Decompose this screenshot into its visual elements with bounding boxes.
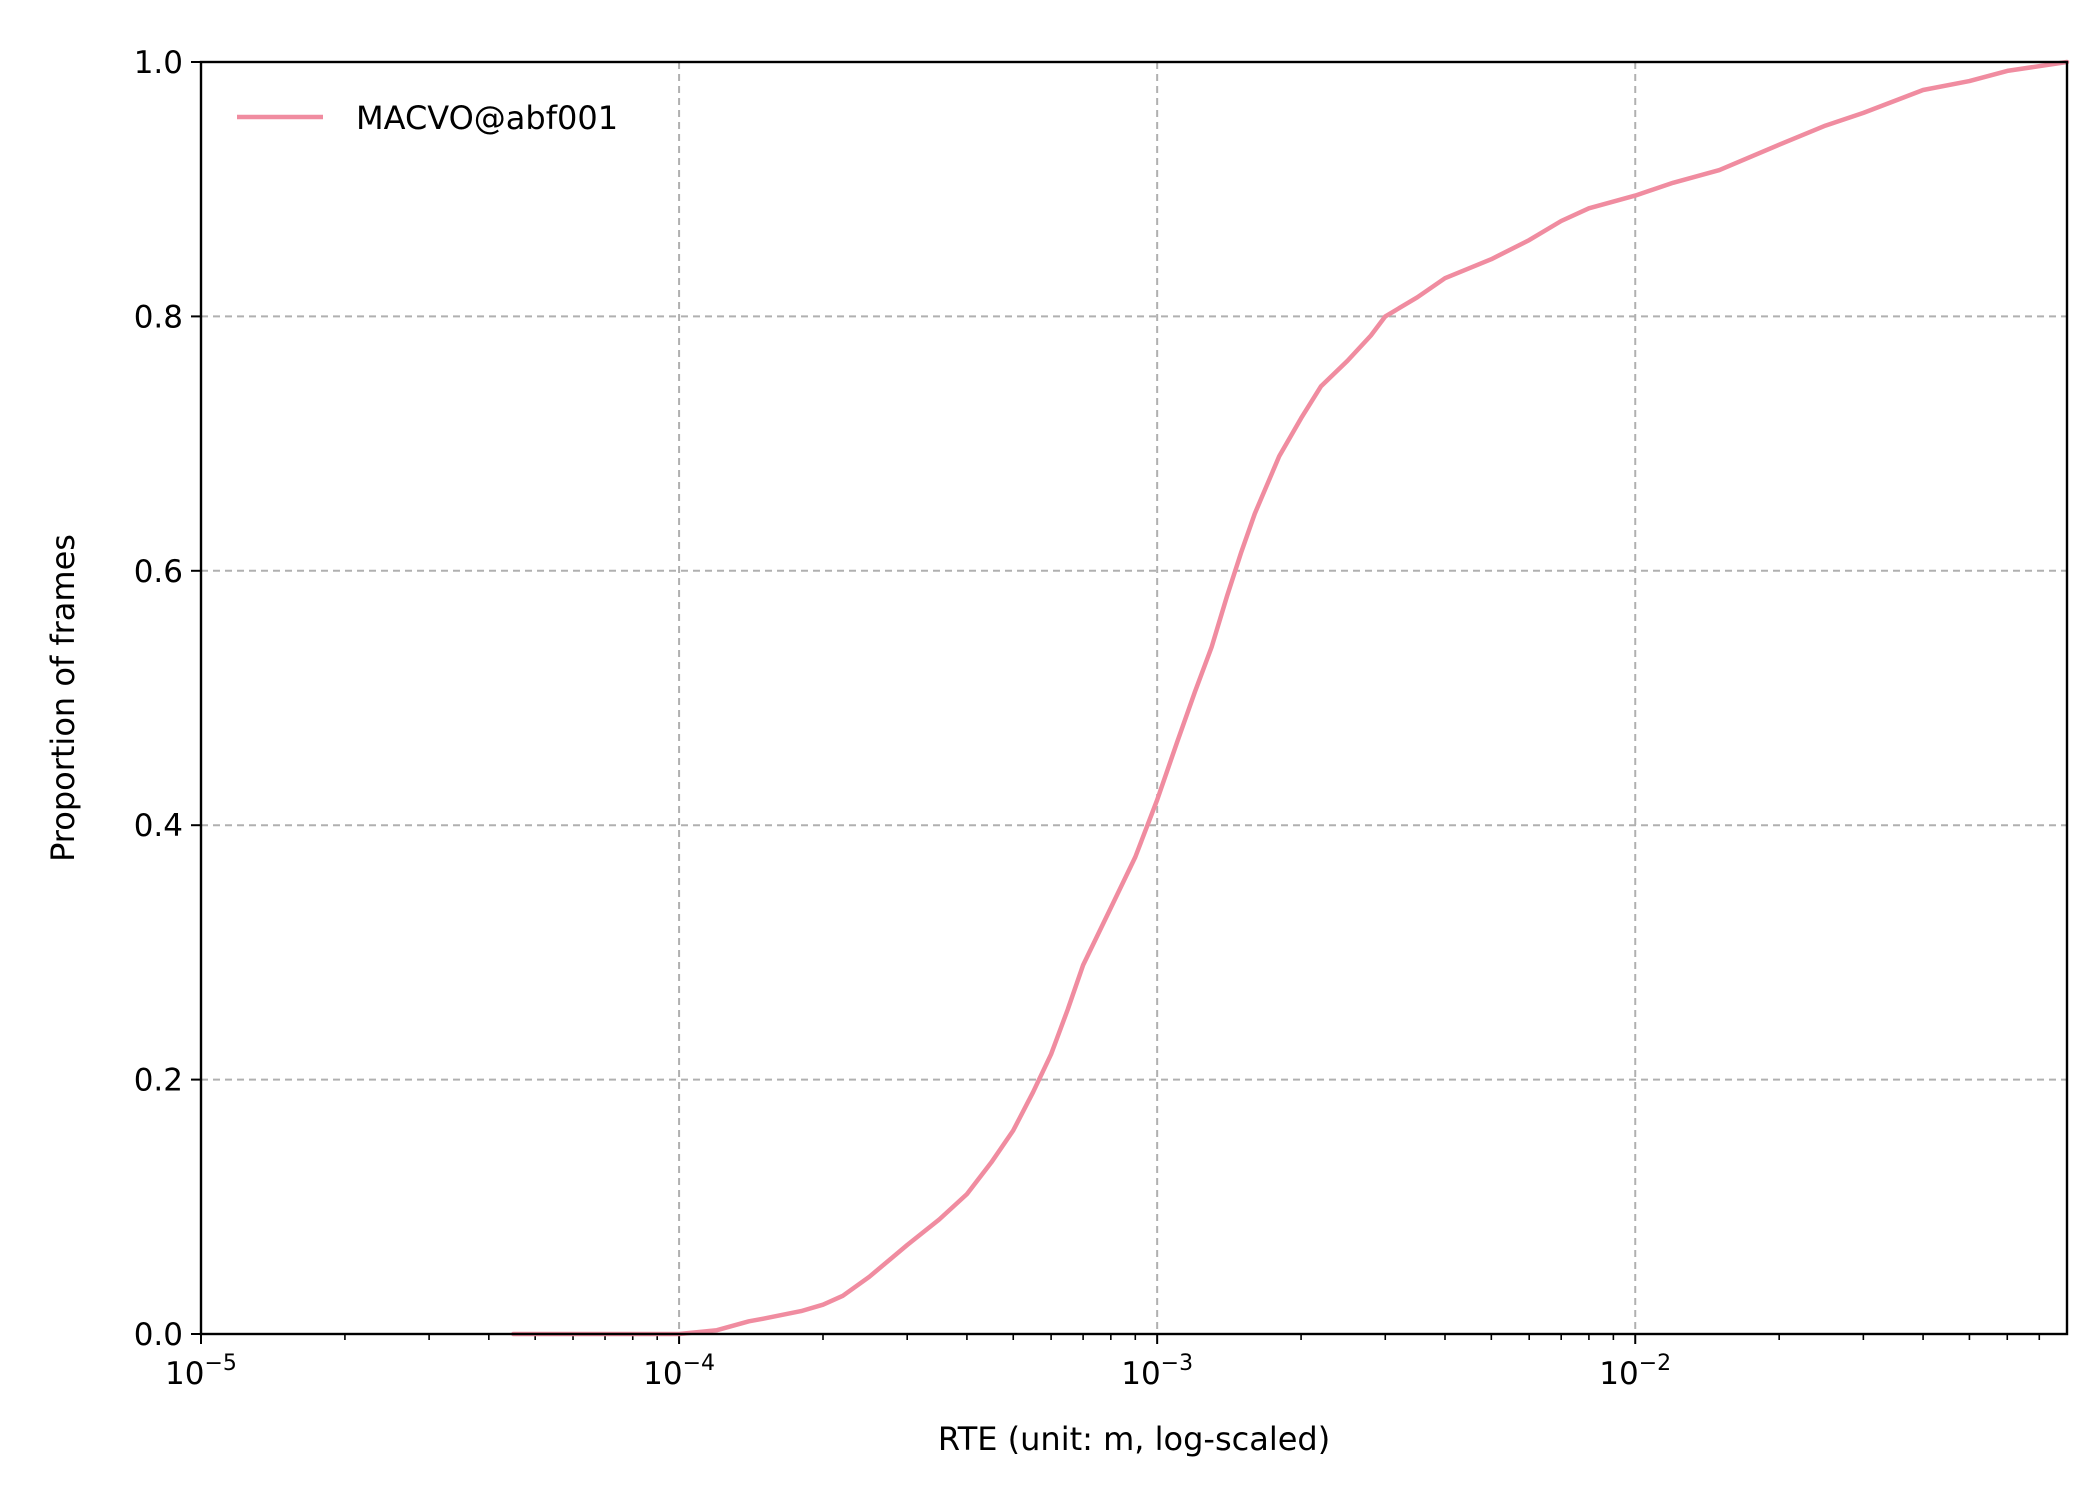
x-axis-label: RTE (unit: m, log-scaled) — [938, 1420, 1330, 1458]
y-tick-label: 0.8 — [134, 299, 183, 335]
y-tick-label: 1.0 — [134, 45, 183, 81]
grid-lines — [201, 62, 2067, 1334]
legend: MACVO@abf001 — [237, 99, 618, 137]
x-tick-label: 10−5 — [165, 1351, 237, 1392]
plot-frame — [199, 60, 2069, 1336]
y-tick-label: 0.6 — [134, 554, 183, 590]
tick-labels: 0.0 0.2 0.4 0.6 0.8 1.0 10−5 10−4 10−3 10−2 — [134, 45, 1672, 1392]
series-line — [511, 59, 2070, 1337]
legend-label: MACVO@abf001 — [356, 99, 618, 137]
x-tick-label: 10−3 — [1121, 1351, 1193, 1392]
y-tick-label: 0.4 — [134, 808, 183, 844]
y-tick-label: 0.0 — [134, 1317, 183, 1353]
x-tick-label: 10−4 — [643, 1351, 715, 1392]
y-axis-label: Proportion of frames — [44, 534, 82, 862]
axis-ticks — [191, 61, 2041, 1344]
x-tick-label: 10−2 — [1599, 1351, 1671, 1392]
y-tick-label: 0.2 — [134, 1063, 183, 1099]
series-layer — [511, 59, 2070, 1337]
